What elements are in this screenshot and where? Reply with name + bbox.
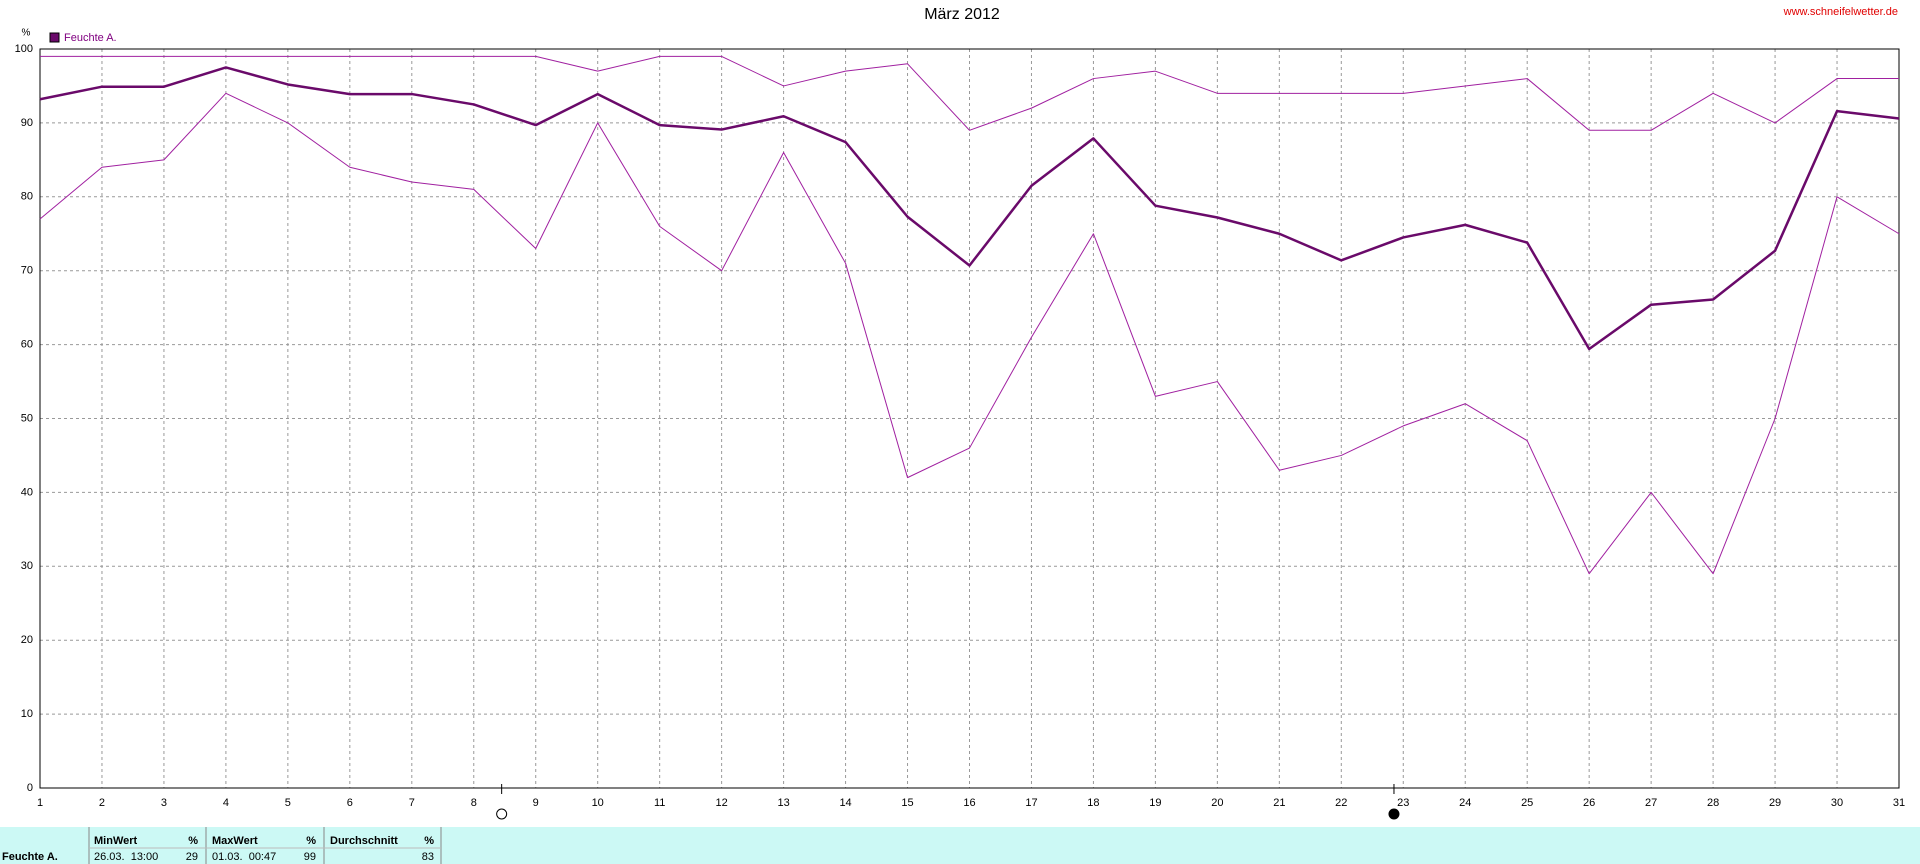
- legend-swatch: [49, 32, 60, 43]
- x-tick-label: 16: [963, 797, 975, 809]
- table-cell: 99: [304, 851, 316, 863]
- table-cell: 01.03. 00:47: [212, 851, 276, 863]
- y-tick-label: 80: [21, 191, 33, 203]
- y-tick-label: 40: [21, 486, 33, 498]
- plot-frame: [39, 48, 1900, 789]
- x-tick-label: 20: [1211, 797, 1223, 809]
- moon-phase: [496, 808, 508, 820]
- x-tick-label: 19: [1149, 797, 1161, 809]
- stats-table-bg: [0, 827, 1920, 864]
- x-tick-label: 17: [1025, 797, 1037, 809]
- x-tick-label: 8: [471, 797, 477, 809]
- moon-phase: [1388, 808, 1400, 820]
- y-tick-label: 20: [21, 634, 33, 646]
- y-tick-label: 30: [21, 560, 33, 572]
- x-tick-label: 5: [285, 797, 291, 809]
- x-tick-label: 15: [901, 797, 913, 809]
- y-axis-label: %: [22, 28, 31, 39]
- y-tick-label: 70: [21, 265, 33, 277]
- x-tick-label: 14: [839, 797, 851, 809]
- series-line: [39, 92, 1900, 575]
- x-tick-label: 26: [1583, 797, 1595, 809]
- x-tick-label: 30: [1831, 797, 1843, 809]
- legend-label: Feuchte A.: [64, 32, 117, 44]
- table-header: MinWert: [94, 835, 138, 847]
- x-tick-label: 4: [223, 797, 229, 809]
- chart-title: März 2012: [924, 6, 1000, 23]
- x-tick-label: 28: [1707, 797, 1719, 809]
- x-tick-label: 29: [1769, 797, 1781, 809]
- table-cell: 83: [422, 851, 434, 863]
- x-tick-label: 11: [654, 797, 665, 809]
- y-tick-label: 0: [27, 782, 33, 794]
- x-tick-label: 22: [1335, 797, 1347, 809]
- y-tick-label: 10: [21, 708, 33, 720]
- y-tick-label: 100: [15, 43, 33, 55]
- table-header: %: [188, 835, 198, 847]
- x-tick-label: 1: [37, 797, 43, 809]
- x-tick-label: 6: [347, 797, 353, 809]
- y-tick-label: 60: [21, 339, 33, 351]
- table-cell: 26.03. 13:00: [94, 851, 158, 863]
- table-cell: Feuchte A.: [2, 851, 58, 863]
- x-tick-label: 21: [1273, 797, 1285, 809]
- x-tick-label: 13: [777, 797, 789, 809]
- series-line: [40, 55, 1899, 131]
- x-tick-label: 24: [1459, 797, 1471, 809]
- y-tick-label: 90: [21, 117, 33, 129]
- x-tick-label: 12: [716, 797, 728, 809]
- y-tick-label: 50: [21, 412, 33, 424]
- watermark: www.schneifelwetter.de: [1783, 6, 1898, 18]
- table-header: %: [306, 835, 316, 847]
- series-line: [39, 66, 1900, 351]
- x-tick-label: 10: [592, 797, 604, 809]
- x-tick-label: 2: [99, 797, 105, 809]
- x-tick-label: 18: [1087, 797, 1099, 809]
- table-header: %: [424, 835, 434, 847]
- table-header: MaxWert: [212, 835, 258, 847]
- x-tick-label: 31: [1893, 797, 1905, 809]
- x-tick-label: 23: [1397, 797, 1409, 809]
- x-tick-label: 9: [533, 797, 539, 809]
- x-tick-label: 25: [1521, 797, 1533, 809]
- x-tick-label: 27: [1645, 797, 1657, 809]
- x-tick-label: 3: [161, 797, 167, 809]
- table-cell: 29: [186, 851, 198, 863]
- x-tick-label: 7: [409, 797, 415, 809]
- table-header: Durchschnitt: [330, 835, 398, 847]
